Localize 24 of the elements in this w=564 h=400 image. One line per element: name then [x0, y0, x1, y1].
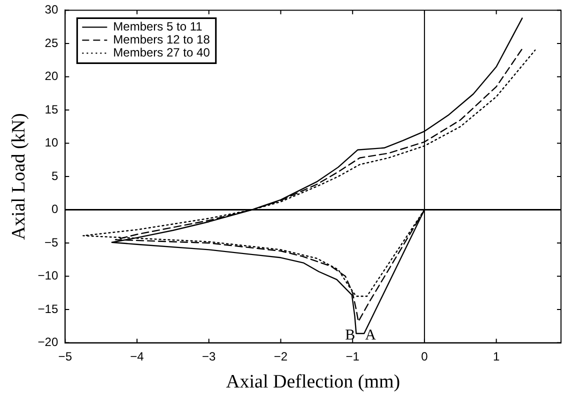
annotation: A [365, 327, 376, 344]
x-tick-label: −3 [202, 349, 216, 364]
y-axis-title: Axial Load (kN) [8, 113, 30, 240]
x-tick-label: −4 [130, 349, 144, 364]
y-tick-label: 5 [51, 168, 58, 183]
y-tick-label: 30 [44, 2, 58, 17]
y-tick-label: 10 [44, 136, 58, 150]
y-tick-label: −15 [38, 302, 58, 316]
legend-label: Members 5 to 11 [113, 20, 203, 34]
y-tick-label: 15 [44, 102, 58, 116]
y-tick-label: −10 [38, 268, 58, 283]
y-tick-label: −5 [44, 235, 58, 250]
y-tick-label: 0 [51, 202, 58, 216]
legend-label: Members 27 to 40 [113, 46, 210, 60]
y-tick-label: −20 [38, 335, 58, 350]
x-tick-label: 1 [492, 349, 500, 364]
y-tick-label: 25 [44, 36, 58, 50]
legend-label: Members 12 to 18 [113, 32, 210, 47]
x-tick-label: −2 [274, 349, 288, 364]
x-axis-title: Axial Deflection (mm) [226, 372, 400, 393]
x-tick-label: −1 [346, 349, 360, 364]
annotation: B [345, 327, 356, 344]
x-tick-label: 0 [421, 349, 428, 364]
y-tick-label: 20 [44, 69, 58, 84]
